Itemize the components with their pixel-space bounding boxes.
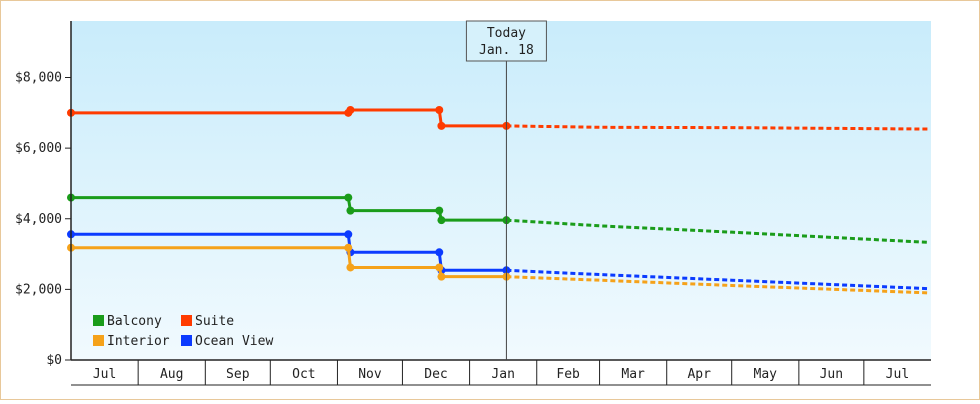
x-month-label: Apr: [687, 367, 711, 382]
legend-label: Balcony: [107, 314, 162, 329]
legend-swatch: [93, 315, 104, 326]
series-interior-point: [344, 243, 353, 252]
series-balcony-point: [437, 216, 446, 225]
legend-item-ocean-view: Ocean View: [181, 334, 273, 349]
series-balcony-point: [344, 193, 353, 202]
x-month-label: Jan: [491, 367, 514, 382]
legend-item-interior: Interior: [93, 334, 170, 349]
series-layer: [67, 105, 929, 295]
series-interior: [67, 243, 929, 295]
today-label-box: [465, 20, 547, 62]
series-interior-point: [435, 263, 444, 272]
y-tick-label: $2,000: [15, 282, 62, 297]
series-suite-history-line: [71, 108, 507, 128]
axis-layer: $0 $2,000 $4,000 $6,000 $8,000 Jul Aug Sep Oct No…: [15, 21, 931, 386]
series-suite-forecast-line: [506, 124, 929, 131]
legend-label: Ocean View: [195, 334, 273, 349]
y-tick-label: $0: [46, 353, 62, 368]
today-label: Today: [487, 26, 526, 41]
x-month-label: Mar: [621, 367, 645, 382]
series-suite: [67, 105, 929, 131]
legend-swatch: [181, 315, 192, 326]
x-month-label: Sep: [226, 367, 250, 382]
series-interior-history-line: [71, 246, 507, 279]
x-month-label: Jul: [93, 367, 116, 382]
series-ocean-view-forecast-line: [506, 268, 929, 291]
y-tick-label: $4,000: [15, 212, 62, 227]
today-marker: Today Jan. 18: [465, 20, 547, 360]
series-ocean-view-point: [435, 248, 444, 257]
series-interior-point: [437, 272, 446, 281]
series-interior-forecast-line: [506, 275, 929, 295]
x-month-label: Aug: [160, 367, 183, 382]
x-month-label: May: [754, 367, 778, 382]
x-month-label: Nov: [358, 367, 382, 382]
x-month-label: Dec: [424, 367, 447, 382]
series-balcony-point: [435, 206, 444, 215]
series-suite-point: [346, 105, 355, 114]
plot-background: [71, 21, 931, 360]
series-suite-point: [435, 105, 444, 114]
y-tick-label: $6,000: [15, 141, 62, 156]
legend-label: Interior: [107, 334, 170, 349]
series-ocean-view-point: [344, 230, 353, 239]
series-interior-point: [346, 263, 355, 272]
series-ocean-view-history-line: [71, 232, 507, 272]
x-month-label: Jul: [886, 367, 909, 382]
legend: Balcony Suite Interior Ocean View: [93, 314, 273, 349]
series-balcony-point: [346, 206, 355, 215]
series-ocean-view: [67, 230, 929, 291]
series-balcony-history-line: [71, 196, 507, 222]
legend-item-suite: Suite: [181, 314, 234, 329]
x-month-label: Oct: [292, 367, 315, 382]
x-month-label: Feb: [556, 367, 580, 382]
legend-item-balcony: Balcony: [93, 314, 162, 329]
y-tick-label: $8,000: [15, 71, 62, 86]
legend-swatch: [181, 335, 192, 346]
series-balcony-forecast-line: [506, 218, 929, 244]
legend-label: Suite: [195, 314, 234, 329]
legend-swatch: [93, 335, 104, 346]
today-date-label: Jan. 18: [479, 43, 534, 58]
x-month-label: Jun: [820, 367, 843, 382]
series-suite-point: [437, 121, 446, 130]
